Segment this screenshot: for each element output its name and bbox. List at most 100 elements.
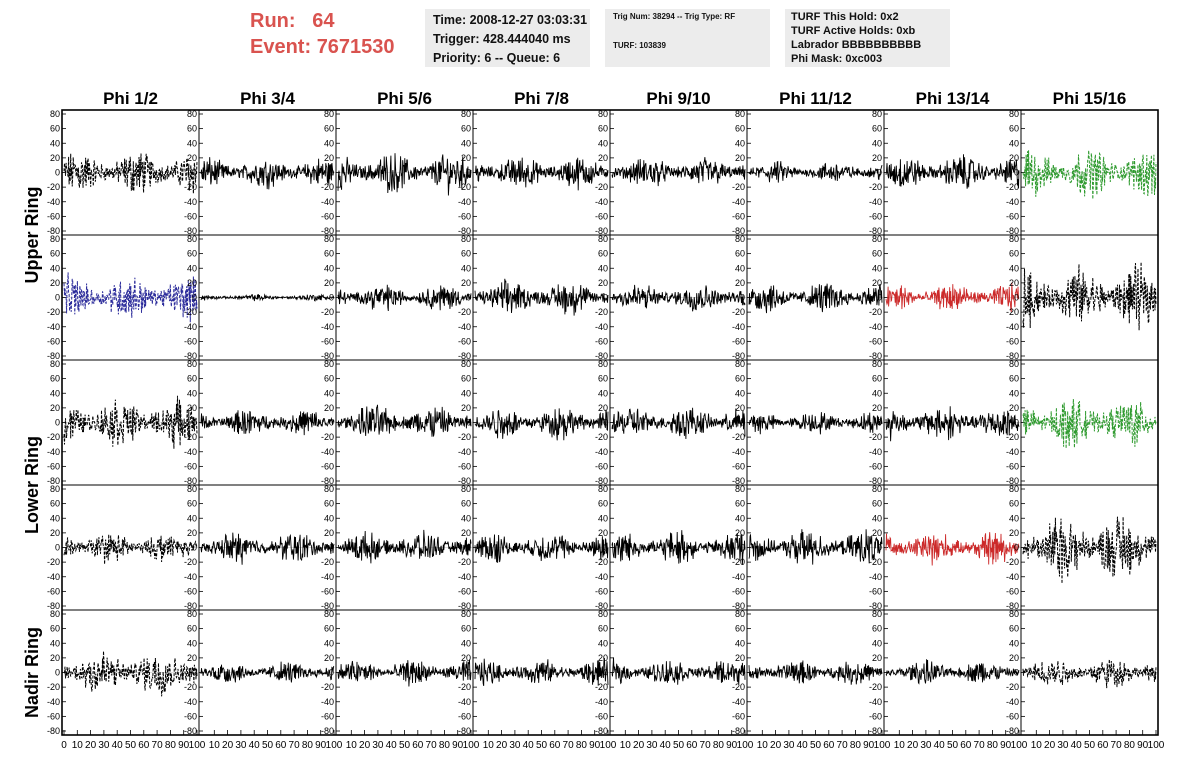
x-tick-label: 90 bbox=[726, 740, 738, 751]
y-tick-label: -20 bbox=[458, 182, 471, 192]
x-tick-label: 60 bbox=[960, 740, 972, 751]
y-tick-label: 80 bbox=[598, 359, 608, 369]
y-tick-label: 40 bbox=[598, 388, 608, 398]
y-tick-label: 0 bbox=[329, 418, 334, 428]
y-tick-label: 0 bbox=[466, 668, 471, 678]
waveform-trace-r5-c8 bbox=[1022, 659, 1157, 689]
y-tick-label: 80 bbox=[1009, 609, 1019, 619]
x-tick-label: 60 bbox=[549, 740, 561, 751]
y-tick-label: 80 bbox=[461, 484, 471, 494]
y-tick-label: -60 bbox=[321, 711, 334, 721]
y-tick-label: 40 bbox=[50, 638, 60, 648]
x-tick-label: 80 bbox=[713, 740, 725, 751]
x-tick-label: 0 bbox=[61, 740, 67, 751]
y-tick-label: 60 bbox=[187, 499, 197, 509]
y-tick-label: 20 bbox=[872, 278, 882, 288]
x-tick-label: 20 bbox=[85, 740, 97, 751]
x-tick-label: 40 bbox=[112, 740, 124, 751]
y-tick-label: 80 bbox=[187, 234, 197, 244]
y-tick-label: -20 bbox=[458, 682, 471, 692]
y-tick-label: 60 bbox=[187, 374, 197, 384]
y-tick-label: 60 bbox=[1009, 499, 1019, 509]
y-tick-label: 0 bbox=[329, 168, 334, 178]
y-tick-label: 60 bbox=[461, 624, 471, 634]
y-tick-label: 40 bbox=[1009, 263, 1019, 273]
y-tick-label: -60 bbox=[1006, 711, 1019, 721]
y-tick-label: -20 bbox=[321, 432, 334, 442]
y-tick-label: 0 bbox=[1014, 168, 1019, 178]
y-tick-label: -80 bbox=[595, 351, 608, 361]
waveform-trace-r5-c3 bbox=[337, 659, 472, 687]
y-tick-label: 20 bbox=[598, 653, 608, 663]
y-tick-label: 40 bbox=[324, 638, 334, 648]
x-tick-label: 50 bbox=[1084, 740, 1096, 751]
y-tick-label: 0 bbox=[603, 668, 608, 678]
y-tick-label: 40 bbox=[872, 388, 882, 398]
y-tick-label: 80 bbox=[872, 484, 882, 494]
y-tick-label: 0 bbox=[329, 668, 334, 678]
y-tick-label: 40 bbox=[187, 138, 197, 148]
y-tick-label: 60 bbox=[598, 624, 608, 634]
waveform-trace-r1-c3 bbox=[337, 153, 472, 196]
y-tick-label: -60 bbox=[869, 336, 882, 346]
waveform-trace-r2-c4 bbox=[474, 278, 609, 316]
y-tick-label: -80 bbox=[869, 476, 882, 486]
y-tick-label: 80 bbox=[324, 234, 334, 244]
y-tick-label: 40 bbox=[1009, 388, 1019, 398]
phi-mask-text: Phi Mask: 0xc003 bbox=[791, 53, 883, 65]
x-tick-label: 20 bbox=[359, 740, 371, 751]
y-tick-label: 80 bbox=[187, 109, 197, 119]
y-tick-label: 80 bbox=[461, 109, 471, 119]
y-tick-label: -60 bbox=[732, 336, 745, 346]
y-tick-label: 0 bbox=[466, 293, 471, 303]
run-label: Run: bbox=[250, 10, 296, 32]
y-tick-label: 80 bbox=[187, 484, 197, 494]
y-tick-label: -80 bbox=[595, 601, 608, 611]
y-tick-label: 40 bbox=[598, 138, 608, 148]
x-tick-label: 40 bbox=[934, 740, 946, 751]
y-tick-label: -60 bbox=[869, 586, 882, 596]
y-tick-label: -20 bbox=[184, 557, 197, 567]
waveform-trace-r3-c8 bbox=[1022, 399, 1157, 449]
event-line: Event: 7671530 bbox=[250, 34, 395, 60]
y-tick-label: 0 bbox=[603, 543, 608, 553]
y-tick-label: -80 bbox=[732, 226, 745, 236]
x-tick-label: 20 bbox=[770, 740, 782, 751]
y-tick-label: -40 bbox=[1006, 197, 1019, 207]
y-tick-label: 60 bbox=[324, 124, 334, 134]
y-tick-label: -40 bbox=[595, 697, 608, 707]
y-tick-label: 80 bbox=[324, 359, 334, 369]
x-tick-label: 30 bbox=[98, 740, 110, 751]
y-tick-label: 20 bbox=[735, 403, 745, 413]
column-header-6: Phi 11/12 bbox=[779, 89, 852, 108]
y-tick-label: -60 bbox=[732, 211, 745, 221]
y-tick-label: 20 bbox=[187, 278, 197, 288]
x-tick-label: 10 bbox=[346, 740, 358, 751]
x-tick-label: 100 bbox=[874, 740, 891, 751]
column-header-5: Phi 9/10 bbox=[646, 89, 710, 108]
y-tick-label: 80 bbox=[598, 609, 608, 619]
y-tick-label: -40 bbox=[47, 697, 60, 707]
y-tick-label: -20 bbox=[47, 682, 60, 692]
waveform-trace-r2-c3 bbox=[337, 284, 472, 312]
x-tick-label: 100 bbox=[463, 740, 480, 751]
y-tick-label: -20 bbox=[1006, 557, 1019, 567]
y-tick-label: -40 bbox=[595, 572, 608, 582]
x-tick-label: 40 bbox=[1071, 740, 1083, 751]
y-tick-label: -40 bbox=[47, 572, 60, 582]
y-tick-label: -40 bbox=[732, 322, 745, 332]
y-tick-label: 20 bbox=[324, 403, 334, 413]
y-tick-label: -60 bbox=[47, 586, 60, 596]
waveform-trace-r1-c7 bbox=[885, 154, 1020, 189]
y-tick-label: -20 bbox=[458, 557, 471, 567]
x-tick-label: 70 bbox=[426, 740, 438, 751]
y-tick-label: 0 bbox=[877, 668, 882, 678]
y-tick-label: -20 bbox=[595, 307, 608, 317]
y-tick-label: 40 bbox=[461, 138, 471, 148]
x-tick-label: 100 bbox=[1148, 740, 1165, 751]
y-tick-label: -20 bbox=[869, 307, 882, 317]
y-tick-label: 0 bbox=[1014, 293, 1019, 303]
y-tick-label: -40 bbox=[47, 447, 60, 457]
y-tick-label: 20 bbox=[872, 403, 882, 413]
y-tick-label: 20 bbox=[324, 153, 334, 163]
